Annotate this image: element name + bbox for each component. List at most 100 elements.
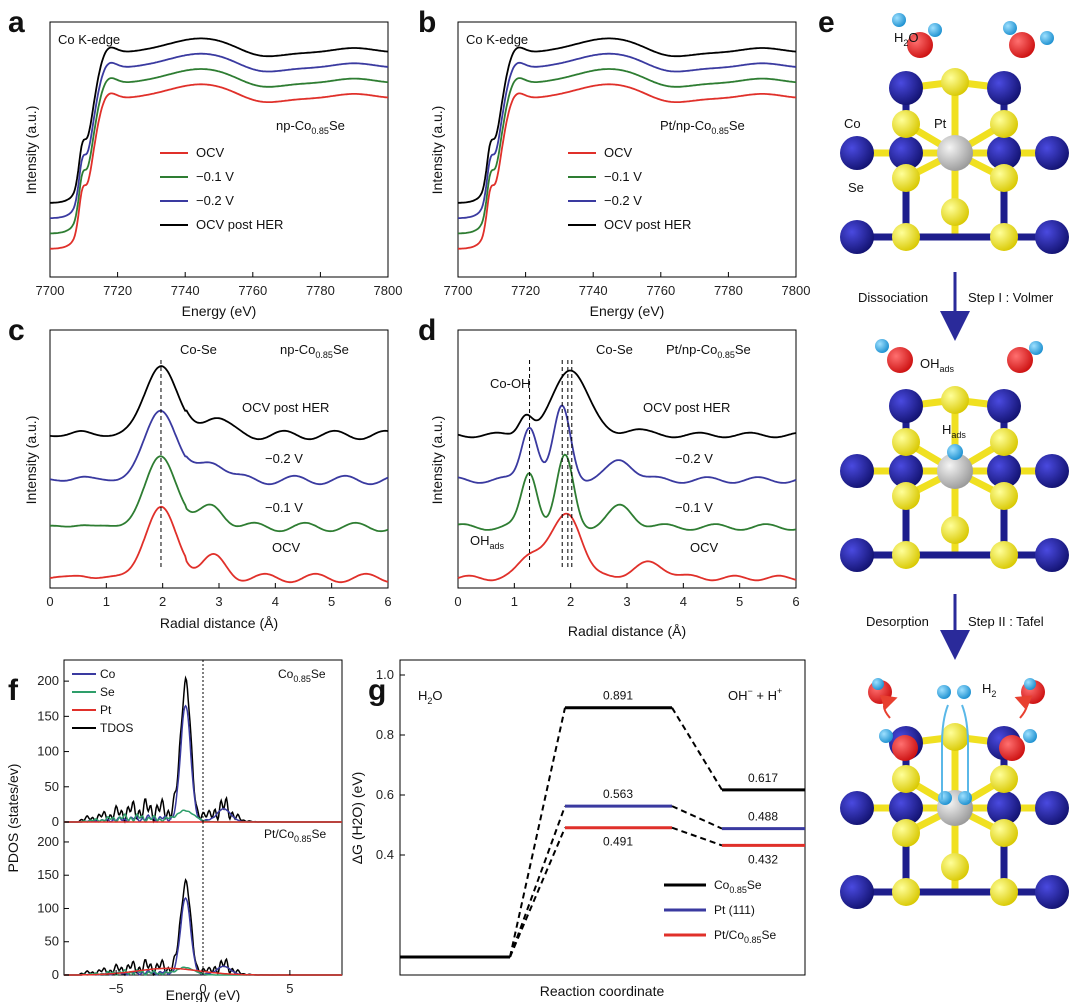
x-tick-label: 7800 [782, 283, 811, 298]
x-tick-label: 7720 [103, 283, 132, 298]
se-atom [990, 164, 1018, 192]
plot-frame-a [49, 21, 389, 278]
panel-letter-e: e [818, 6, 835, 39]
oxygen-atom [1007, 347, 1033, 373]
y-tick-label: 50 [45, 779, 59, 794]
se-atom [990, 482, 1018, 510]
exafs-curve-3 [457, 369, 797, 439]
co-atom [889, 791, 923, 825]
panel-f: 0 50 100 150 200 0 50 100 150 200 −5 0 5 Co Se Pt TD… [5, 659, 343, 1002]
connector-1 [509, 827, 566, 958]
panel-d: Co-Se Co-OH OHads Pt/np-Co0.85Se OCV pos… [429, 329, 800, 639]
plot-frame-b [457, 21, 797, 278]
co-atom [1035, 791, 1069, 825]
x-tick-label: 0 [199, 981, 206, 996]
annotation-co-se-c: Co-Se [180, 342, 217, 357]
hydrogen-atom [958, 791, 972, 805]
hydrogen-atom [938, 791, 952, 805]
x-tick-label: 6 [384, 594, 391, 609]
ylabel-d: Intensity (a.u.) [429, 416, 445, 505]
xanes-curve-1 [49, 68, 389, 235]
co-atom [840, 454, 874, 488]
curve-label-post-d: OCV post HER [643, 400, 730, 415]
hydrogen-atom [875, 339, 889, 353]
xlabel-a: Energy (eV) [182, 303, 257, 319]
xanes-curve-2 [457, 52, 797, 220]
ylabel-b: Intensity (a.u.) [429, 106, 445, 195]
legend-text-co: Co [100, 667, 116, 681]
plot-frame-g [399, 659, 806, 976]
oxygen-atom [907, 32, 933, 58]
y-tick-label: 0.4 [376, 847, 394, 862]
co-atom [987, 454, 1021, 488]
x-tick-label: 7800 [374, 283, 403, 298]
curve-label-m02-d: −0.2 V [675, 451, 713, 466]
x-ticks-a: 7700 7720 7740 7760 7780 7800 [36, 272, 403, 298]
sample-label-c: np-Co0.85Se [280, 342, 349, 360]
h2-path-right [961, 704, 969, 800]
se-atom [941, 723, 969, 751]
subplot-label-bottom: Pt/Co0.85Se [264, 827, 327, 844]
panel-letter-f: f [8, 674, 19, 707]
connector-1 [509, 805, 566, 958]
ylabel-g: ΔG (H2O) (eV) [349, 772, 365, 865]
co-atom [987, 791, 1021, 825]
se-atom [892, 819, 920, 847]
h2-path-left [941, 704, 949, 800]
label-pt: Pt [934, 116, 947, 131]
x-tick-label: 0 [46, 594, 53, 609]
hydrogen-atom [1023, 729, 1037, 743]
legend-text-m02: −0.2 V [604, 193, 642, 208]
curve-label-m01-c: −0.1 V [265, 500, 303, 515]
sample-label-b: Pt/np-Co0.85Se [660, 118, 745, 136]
x-tick-label: 5 [328, 594, 335, 609]
co-atom [1035, 220, 1069, 254]
x-tick-label: 7740 [171, 283, 200, 298]
hydrogen-atom [1003, 21, 1017, 35]
legend-text-co085se: Co0.85Se [714, 878, 762, 895]
xanes-curve-2 [49, 52, 389, 220]
xanes-curves-b [457, 37, 797, 250]
pdos-axes: 0 50 100 150 200 0 50 100 150 200 −5 0 5 [37, 660, 293, 996]
label-h2: H2 [982, 681, 996, 699]
se-atom [892, 541, 920, 569]
hydrogen-ads-atom [947, 444, 963, 460]
value-label: 0.617 [748, 771, 778, 785]
panel-letter-d: d [418, 314, 436, 347]
co-atom [840, 220, 874, 254]
x-tick-label: 7760 [646, 283, 675, 298]
state-label-products: OH− + H+ [728, 686, 782, 703]
x-tick-label: 6 [792, 594, 799, 609]
se-atom [990, 428, 1018, 456]
panel-letter-g: g [368, 674, 386, 707]
se-atom [892, 164, 920, 192]
y-tick-label: 0.6 [376, 787, 394, 802]
se-atom [941, 853, 969, 881]
ylabel-f: PDOS (states/ev) [5, 764, 21, 873]
co-atom [889, 454, 923, 488]
value-label: 0.491 [603, 835, 633, 849]
x-tick-label: 4 [272, 594, 279, 609]
xanes-curve-0 [457, 83, 797, 250]
x-tick-label: 0 [454, 594, 461, 609]
x-tick-label: 3 [623, 594, 630, 609]
value-label: 0.563 [603, 787, 633, 801]
y-tick-label: 100 [37, 744, 59, 759]
label-step2: Step II : Tafel [968, 614, 1044, 629]
se-atom [990, 765, 1018, 793]
legend-f: Co Se Pt TDOS [72, 667, 133, 735]
plot-frame-c [49, 329, 389, 589]
legend-text-m01: −0.1 V [604, 169, 642, 184]
annotation-co-se-d: Co-Se [596, 342, 633, 357]
y-tick-label: 200 [37, 673, 59, 688]
legend-text-pt111: Pt (111) [714, 903, 755, 917]
x-tick-label: 3 [215, 594, 222, 609]
annotation-co-oh-d: Co-OH [490, 376, 530, 391]
value-label: 0.891 [603, 689, 633, 703]
sample-label-d: Pt/np-Co0.85Se [666, 342, 751, 360]
exafs-curve-0 [457, 512, 797, 582]
annotation-ohads-d: OHads [470, 533, 505, 551]
y-tick-label: 50 [45, 934, 59, 949]
panel-c: Co-Se np-Co0.85Se OCV post HER −0.2 V −0… [23, 329, 392, 631]
